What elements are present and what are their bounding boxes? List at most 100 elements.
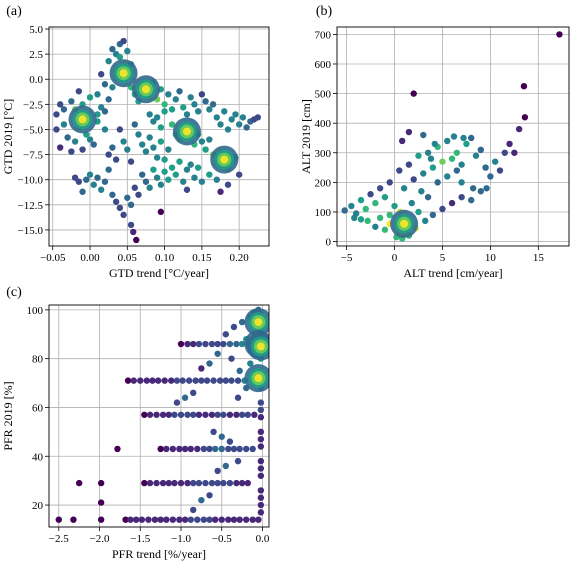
data-point (153, 479, 160, 487)
data-point (213, 176, 220, 183)
data-point (109, 144, 116, 151)
data-point (79, 188, 86, 195)
data-point (424, 193, 432, 201)
data-point (116, 53, 124, 61)
x-tick-label: 0.0 (256, 533, 270, 545)
data-point (139, 141, 146, 148)
data-point (165, 91, 172, 98)
y-tick-label: 80 (32, 354, 44, 366)
data-point (165, 411, 172, 418)
data-point (159, 411, 167, 418)
data-point (235, 121, 243, 128)
y-axis-label: PFR 2019 [%] (1, 381, 15, 450)
data-point (222, 462, 230, 470)
panel-label: (c) (6, 285, 22, 300)
data-point (161, 168, 168, 175)
data-point (415, 152, 422, 159)
data-point (97, 499, 105, 506)
data-point (214, 479, 221, 487)
data-point (420, 131, 427, 139)
data-point (94, 174, 101, 181)
data-point (90, 141, 97, 148)
data-point (238, 340, 246, 348)
data-point (195, 411, 203, 418)
y-tick-label: 400 (315, 118, 332, 130)
data-point (415, 208, 422, 216)
y-tick-label: −2.5 (23, 99, 43, 111)
data-point (153, 114, 161, 121)
data-point (257, 443, 265, 450)
data-point (168, 377, 175, 384)
points-layer (53, 37, 262, 244)
data-point (213, 114, 220, 121)
data-point (521, 114, 529, 121)
data-point (453, 149, 461, 156)
data-point (120, 211, 127, 219)
data-point (60, 106, 68, 113)
data-point (214, 340, 221, 348)
data-point (194, 516, 201, 523)
data-point (216, 377, 224, 384)
panel-a: −0.05 0.00 0.05 0.10 0.15 0.20 5.0 2.5 0.0 −2.5 −5… (1, 4, 270, 280)
data-point (86, 171, 94, 178)
data-point (146, 134, 153, 141)
data-point (376, 214, 384, 222)
data-point (173, 399, 181, 406)
data-point (195, 479, 203, 487)
data-point (177, 479, 185, 487)
data-point (376, 185, 384, 192)
y-tick-label: 100 (27, 305, 44, 317)
data-point (202, 411, 209, 418)
data-point (109, 191, 116, 198)
data-point (137, 377, 144, 384)
data-point (145, 516, 152, 523)
data-point (255, 516, 262, 523)
data-point (458, 179, 465, 186)
density-hotspot (220, 155, 229, 164)
data-point (364, 217, 371, 225)
data-point (53, 126, 60, 133)
data-point (206, 136, 213, 143)
data-point (236, 516, 243, 523)
x-tick-label: −2.5 (49, 533, 69, 545)
data-point (98, 71, 105, 78)
points-layer (341, 31, 563, 242)
data-point (180, 104, 187, 111)
data-point (122, 516, 129, 523)
data-point (203, 377, 211, 384)
data-point (127, 158, 135, 165)
data-point (396, 167, 403, 174)
data-point (141, 479, 148, 487)
data-point (439, 158, 446, 165)
data-point (75, 479, 83, 487)
data-point (244, 479, 252, 487)
data-point (257, 457, 265, 465)
panel-b: −5 0 5 10 15 0 100 200 300 400 500 600 700 ALT trend … (299, 4, 570, 280)
data-point (176, 516, 183, 523)
x-tick-label: −2.0 (90, 533, 110, 545)
x-tick-label: 0.15 (192, 252, 212, 264)
y-tick-label: 0.0 (29, 74, 43, 86)
data-point (177, 411, 185, 418)
density-hotspot (254, 374, 263, 383)
data-point (191, 174, 198, 181)
data-point (208, 479, 216, 487)
data-point (218, 516, 225, 523)
y-tick-label: 300 (315, 148, 332, 160)
data-point (165, 146, 172, 153)
data-point (159, 479, 167, 487)
data-point (142, 178, 150, 185)
data-point (157, 181, 165, 188)
data-point (491, 158, 499, 165)
data-point (71, 174, 79, 181)
data-point (83, 176, 90, 183)
data-point (220, 411, 227, 418)
panel-label: (a) (6, 4, 22, 19)
data-point (97, 516, 105, 523)
data-point (242, 516, 250, 523)
data-point (98, 104, 105, 111)
data-point (132, 516, 140, 523)
data-point (173, 377, 181, 384)
data-point (472, 152, 480, 159)
data-point (64, 134, 71, 141)
